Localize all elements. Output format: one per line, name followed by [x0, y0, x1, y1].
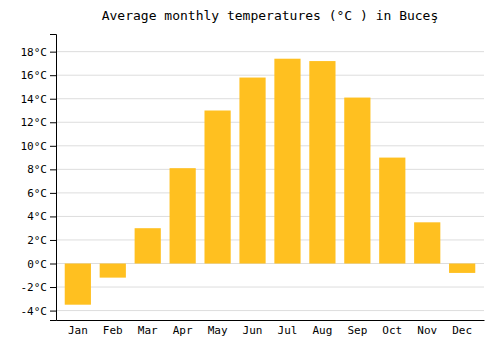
title: Average monthly temperatures (°C ) in Bu… [102, 8, 439, 23]
grid-line [56, 310, 484, 311]
tick-mark [50, 52, 56, 53]
tick-label: -2°C [21, 281, 48, 294]
grid-line [56, 169, 484, 170]
bar [274, 59, 300, 264]
axis-line [57, 320, 485, 321]
bar [135, 228, 161, 263]
bar [449, 264, 475, 273]
tick-label: Aug [312, 324, 332, 337]
tick-mark [50, 287, 56, 288]
tick-label: Nov [417, 324, 437, 337]
tick-mark [50, 240, 56, 241]
tick-label: 4°C [27, 210, 47, 223]
tick: Jun [243, 324, 263, 337]
tick-label: Mar [138, 324, 158, 337]
chart: -4°C -2°C 0°C 2°C 4°C 6°C 8°C 10°C 12°C 14°C 16°C 1… [0, 0, 500, 350]
tick-label: Oct [382, 324, 402, 337]
tick: May [208, 324, 228, 337]
tick-label: 18°C [21, 46, 48, 59]
tick: Oct [382, 324, 402, 337]
tick: 10°C [21, 140, 57, 153]
tick: 4°C [27, 210, 56, 223]
tick-label: Sep [347, 324, 367, 337]
tick-label: Jun [243, 324, 263, 337]
tick-label: 10°C [21, 140, 48, 153]
grid-line [56, 287, 484, 288]
tick: -4°C [21, 305, 57, 318]
tick: 12°C [21, 116, 57, 129]
tick-label: 0°C [27, 258, 47, 271]
tick: Aug [312, 324, 332, 337]
grid-line [56, 75, 484, 76]
tick-label: 6°C [27, 187, 47, 200]
tick-mark [50, 99, 56, 100]
tick: Mar [138, 324, 158, 337]
grid-line [56, 122, 484, 123]
tick: 6°C [27, 187, 56, 200]
tick-mark [50, 122, 56, 123]
bars [65, 59, 476, 305]
tick-mark [50, 311, 56, 312]
tick-mark [50, 193, 56, 194]
tick-label: Jan [68, 324, 88, 337]
tick-label: Feb [103, 324, 123, 337]
tick: Sep [347, 324, 367, 337]
grid-line [56, 192, 484, 193]
tick: 2°C [27, 234, 56, 247]
bar [65, 264, 91, 305]
tick-label: 8°C [27, 163, 47, 176]
tick: Nov [417, 324, 437, 337]
x-axis: Jan Feb Mar Apr May Jun Jul Aug Sep Oct Nov Dec [57, 321, 485, 337]
tick: Apr [173, 324, 193, 337]
tick: -2°C [21, 281, 57, 294]
tick: Jan [68, 324, 88, 337]
grid-line [56, 145, 484, 146]
tick-label: -4°C [21, 305, 48, 318]
tick-label: 2°C [27, 234, 47, 247]
tick-label: Dec [452, 324, 472, 337]
grid-line [56, 216, 484, 217]
tick: 16°C [21, 69, 57, 82]
bar [100, 264, 126, 278]
tick: Jul [278, 324, 298, 337]
y-axis: -4°C -2°C 0°C 2°C 4°C 6°C 8°C 10°C 12°C 14°C 16°C 1… [21, 35, 57, 321]
grid-line [56, 51, 484, 52]
bar [204, 111, 230, 264]
axis-line [50, 35, 57, 321]
tick: 8°C [27, 163, 56, 176]
bar [170, 168, 196, 263]
bar [309, 61, 335, 263]
tick-mark [50, 146, 56, 147]
tick-mark [50, 264, 56, 265]
bar [379, 158, 405, 264]
tick-label: 14°C [21, 93, 48, 106]
grid [56, 52, 484, 311]
tick-label: Jul [278, 324, 298, 337]
tick-label: 12°C [21, 116, 48, 129]
grid-line [56, 98, 484, 99]
tick-label: May [208, 324, 228, 337]
tick: 18°C [21, 46, 57, 59]
bar [414, 222, 440, 263]
tick-mark [50, 75, 56, 76]
tick: Dec [452, 324, 472, 337]
plot: -4°C -2°C 0°C 2°C 4°C 6°C 8°C 10°C 12°C 14°C 16°C 1… [21, 35, 485, 337]
bar [239, 78, 265, 264]
tick-label: Apr [173, 324, 193, 337]
tick-mark [50, 216, 56, 217]
tick: 14°C [21, 93, 57, 106]
tick: Feb [103, 324, 123, 337]
tick: 0°C [27, 258, 56, 271]
bar [344, 98, 370, 264]
tick-mark [50, 169, 56, 170]
tick-label: 16°C [21, 69, 48, 82]
